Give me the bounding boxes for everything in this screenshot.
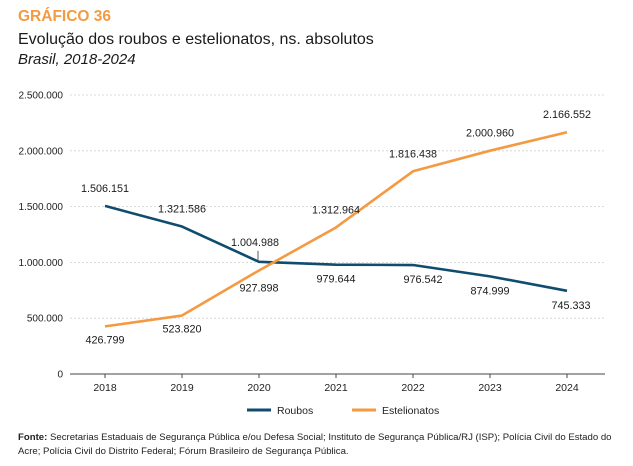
data-label-roubos: 979.644: [316, 274, 355, 286]
data-label-roubos: 874.999: [470, 285, 509, 297]
x-tick-label: 2023: [478, 382, 502, 394]
x-tick-label: 2020: [247, 382, 271, 394]
y-tick-label: 0: [57, 370, 63, 381]
x-tick-label: 2022: [401, 382, 425, 394]
y-tick-label: 2.000.000: [19, 146, 64, 157]
chart-subtitle: Brasil, 2018-2024: [18, 51, 136, 68]
legend-label-estelionatos: Estelionatos: [382, 405, 439, 417]
data-label-estelionatos: 523.820: [162, 324, 201, 336]
source-text: Secretarias Estaduais de Segurança Públi…: [18, 432, 612, 457]
data-label-roubos: 1.004.988: [231, 237, 279, 249]
y-tick-label: 1.500.000: [19, 202, 64, 213]
chart-title: Evolução dos roubos e estelionatos, ns. …: [18, 31, 374, 48]
x-tick-label: 2021: [324, 382, 348, 394]
y-tick-label: 500.000: [27, 314, 64, 325]
y-tick-label: 1.000.000: [19, 258, 64, 269]
data-label-estelionatos: 426.799: [85, 334, 124, 346]
data-label-estelionatos: 2.000.960: [466, 128, 514, 140]
data-label-estelionatos: 927.898: [239, 282, 278, 294]
y-tick-label: 2.500.000: [19, 91, 64, 102]
x-tick-label: 2024: [555, 382, 579, 394]
x-tick-label: 2019: [170, 382, 194, 394]
legend-label-roubos: Roubos: [277, 405, 313, 417]
data-label-roubos: 976.542: [403, 274, 442, 286]
data-label-roubos: 745.333: [551, 300, 590, 312]
series-line-estelionatos: [104, 130, 568, 328]
line-chart: 0 500.000 1.000.000 1.500.000 2.000.000 2.500…: [19, 91, 605, 417]
x-tick-label: 2018: [93, 382, 117, 394]
series-line-roubos: [104, 204, 568, 293]
data-label-estelionatos: 2.166.552: [543, 109, 591, 121]
data-label-roubos: 1.506.151: [81, 183, 129, 195]
chart-label: GRÁFICO 36: [18, 8, 112, 25]
source-label: Fonte:: [18, 432, 48, 443]
data-label-roubos: 1.321.586: [158, 204, 206, 216]
data-label-estelionatos: 1.816.438: [389, 148, 437, 160]
data-label-estelionatos: 1.312.964: [312, 204, 360, 216]
source-note: Fonte: Secretarias Estaduais de Seguranç…: [18, 431, 618, 458]
